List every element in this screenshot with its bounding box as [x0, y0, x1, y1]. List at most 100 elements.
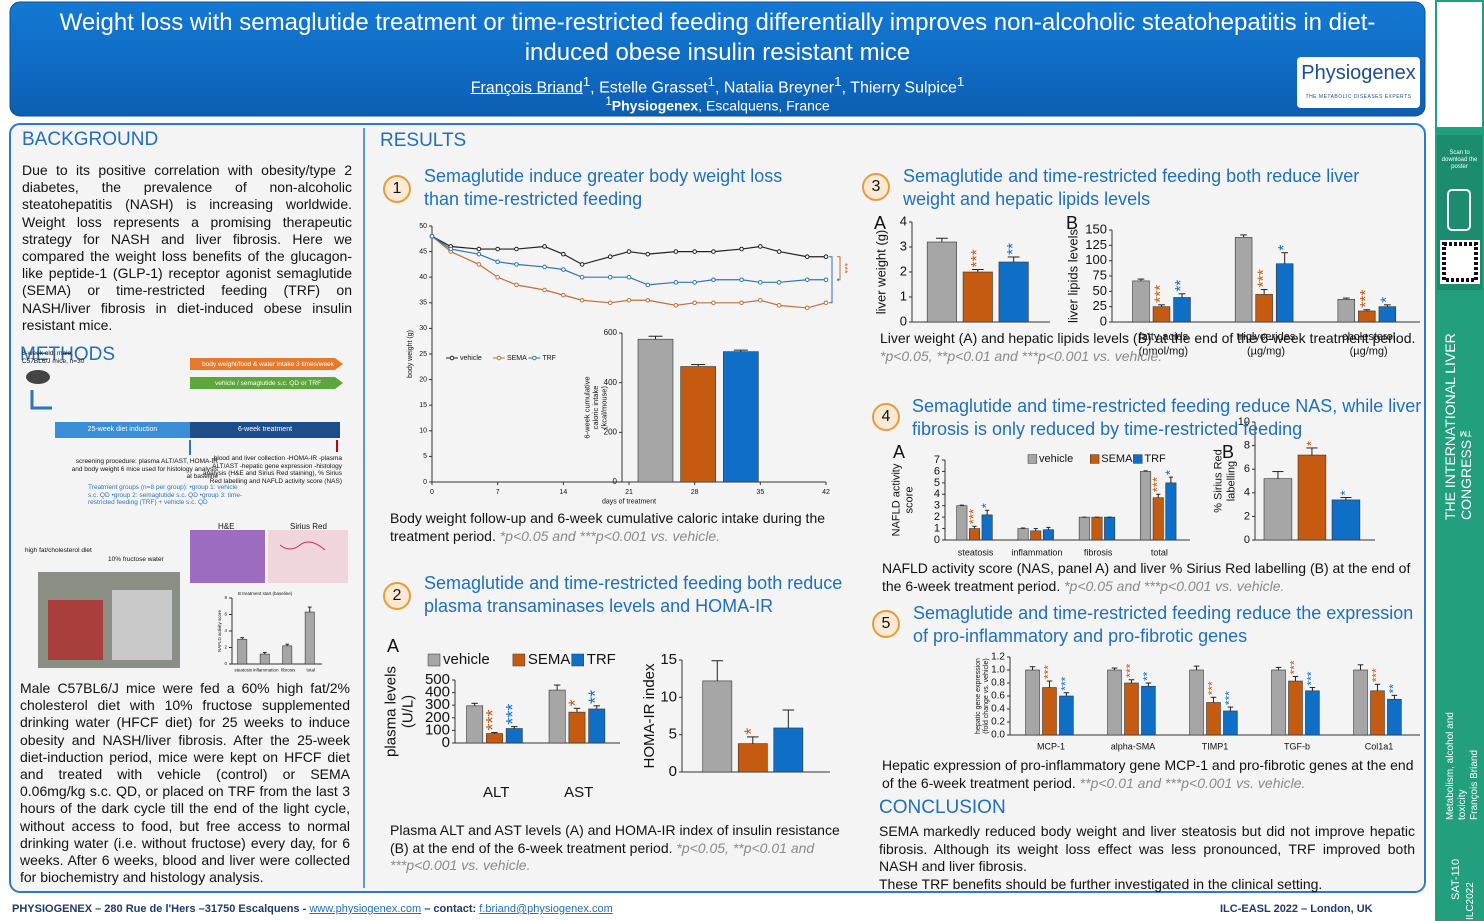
series-marker: [758, 280, 763, 285]
significance: *: [1162, 470, 1177, 475]
bar: [1331, 499, 1361, 541]
x-tick-label: TIMP1: [1202, 741, 1229, 751]
legend-swatch: [512, 653, 526, 667]
diagram-label: screening procedure: plasma ALT/AST, HOM…: [71, 458, 218, 480]
methods-text: Male C57BL6/J mice were fed a 60% high f…: [20, 680, 350, 886]
series-marker: [476, 251, 482, 257]
y-tick-label: 300: [425, 696, 450, 713]
legend-swatch: [1133, 454, 1143, 464]
footer-address: PHYSIOGENEX – 280 Rue de l'Hers –31750 E…: [12, 903, 310, 915]
authors: François Briand1, Estelle Grasset1, Nata…: [40, 74, 1395, 97]
conclusion-line: These TRF benefits should be further inv…: [879, 875, 1323, 892]
author-name: Thierry Sulpice: [850, 79, 957, 97]
event-code: ILC2022: [1465, 882, 1476, 920]
y-axis-label: hepatic gene expression(fold change vs. …: [975, 658, 990, 734]
series-marker: [673, 303, 679, 308]
x-tick-label: triglycerides (µg/mg): [1237, 331, 1296, 357]
y-tick-label: 10: [1238, 416, 1250, 428]
y-tick-label: 8: [224, 595, 227, 600]
panel-label: A: [893, 442, 905, 462]
series-marker: [476, 262, 482, 267]
bar: [637, 338, 674, 483]
footer-website[interactable]: www.physiogenex.com: [309, 903, 422, 915]
series-marker: [711, 249, 716, 254]
series-marker: [823, 277, 829, 283]
series-marker: [692, 300, 697, 306]
series-marker: [561, 267, 566, 272]
bar: [968, 528, 980, 541]
series-marker: [607, 274, 613, 280]
y-tick-label: 6: [1244, 463, 1250, 475]
y-tick-label: 3: [900, 238, 907, 253]
scan-text: Scan to download the poster: [1441, 150, 1478, 170]
series-marker: [495, 246, 500, 252]
y-tick-label: 20: [419, 376, 427, 383]
he-image: [190, 530, 265, 583]
series-marker: [758, 297, 763, 303]
y-tick-label: 6: [224, 612, 227, 617]
series-marker: [514, 246, 519, 252]
bar: [1275, 263, 1294, 323]
affiliation-org: Physiogenex: [611, 97, 699, 114]
y-tick-label: 10: [419, 428, 427, 435]
bar: [737, 743, 768, 773]
diagram-label: body weight/food & water intake 3 times/…: [202, 361, 334, 368]
x-tick-label: 21: [625, 489, 633, 496]
y-tick-label: 3: [934, 500, 940, 512]
chart-title: B treatment start (baseline): [238, 591, 293, 596]
author-separator: ,: [590, 79, 600, 97]
author-name: François Briand: [470, 79, 583, 97]
legend-marker: [496, 355, 502, 361]
series-marker: [673, 249, 679, 254]
bar: [962, 271, 993, 323]
bar: [1030, 530, 1042, 541]
figure-caption: Liver weight (A) and hepatic lipids leve…: [880, 330, 1420, 365]
y-tick-label: 5: [934, 477, 940, 489]
sidebar-logo: [1437, 2, 1482, 127]
footer-email[interactable]: f.briand@physiogenex.com: [479, 903, 613, 915]
legend-label: TRF: [542, 355, 556, 362]
bar: [680, 366, 716, 483]
series-marker: [495, 274, 500, 280]
y-tick-label: 0: [934, 534, 940, 546]
y-tick-label: 1.2: [991, 652, 1005, 663]
series-marker: [448, 246, 454, 252]
x-tick-label: cholesterol (µg/mg): [1342, 331, 1395, 357]
series-marker: [495, 259, 500, 265]
bar: [1078, 516, 1090, 541]
legend-marker: [532, 355, 537, 361]
panel-label: A: [387, 636, 399, 656]
x-tick-label: inflammation: [1011, 547, 1062, 557]
y-tick-label: 0: [442, 734, 450, 751]
y-tick-label: 50: [1093, 283, 1107, 298]
caption-note: *p<0.05 and ***p<0.001 vs. vehicle.: [499, 527, 721, 544]
bar: [237, 638, 248, 665]
series-marker: [429, 233, 435, 239]
author-separator: ,: [714, 79, 724, 97]
series-marker: [542, 244, 547, 249]
y-tick-label: 25: [1093, 298, 1107, 313]
y-tick-label: 100: [1085, 252, 1107, 267]
section-heading: CONCLUSION: [879, 797, 1006, 818]
legend-label: vehicle: [460, 355, 482, 362]
x-tick-label: steatosis: [234, 668, 253, 673]
caption-text: Plasma ALT and AST levels (A) and HOMA-I…: [390, 822, 840, 856]
legend-label: TRF: [587, 651, 616, 668]
y-tick-label: 150: [1085, 221, 1107, 236]
y-tick-label: 0: [1100, 313, 1107, 328]
x-tick-label: 7: [496, 489, 500, 496]
series-marker: [561, 292, 566, 298]
figure-caption: Body weight follow-up and 6-week cumulat…: [390, 510, 848, 545]
significance: *: [1378, 297, 1395, 303]
bar: [1059, 695, 1074, 736]
bar: [1387, 698, 1402, 736]
y-tick-label: 4: [224, 628, 227, 633]
y-tick-label: 50: [419, 223, 427, 230]
figure-title: Semaglutide induce greater body weight l…: [424, 166, 783, 209]
y-tick-label: 15: [419, 402, 427, 409]
bar: [998, 261, 1029, 323]
series-marker: [561, 251, 566, 257]
footer-event: ILC-EASL 2022 – London, UK: [1220, 903, 1373, 915]
legend-marker: [449, 355, 455, 361]
